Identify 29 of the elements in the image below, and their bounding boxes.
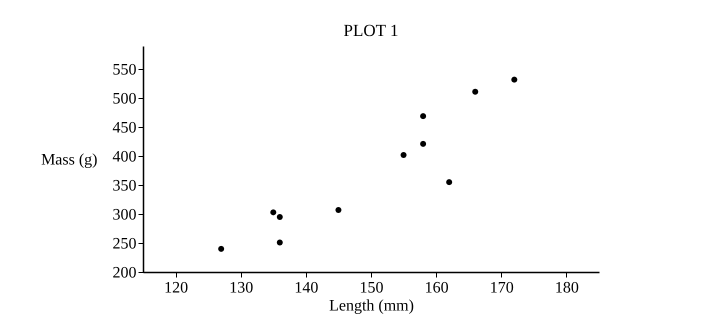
point xyxy=(472,88,478,95)
x-tick-label: 120 xyxy=(164,280,188,296)
x-tick-label: 180 xyxy=(554,280,579,296)
point xyxy=(335,207,342,213)
y-tick-label: 500 xyxy=(112,90,136,108)
point xyxy=(276,214,283,220)
point xyxy=(446,179,452,186)
x-axis-title: Length (mm) xyxy=(329,298,414,314)
y-tick-label: 400 xyxy=(112,148,136,166)
chart-title: PLOT 1 xyxy=(344,21,398,40)
x-tick-label: 170 xyxy=(490,280,514,296)
x-tick-label: 150 xyxy=(360,280,384,296)
point xyxy=(420,140,426,147)
point xyxy=(276,239,283,246)
y-tick-label: 350 xyxy=(112,178,136,195)
x-tick-label: 160 xyxy=(424,280,449,296)
y-tick-label: 300 xyxy=(112,206,136,224)
y-tick-label: 550 xyxy=(112,62,136,79)
point xyxy=(420,113,426,120)
y-tick-label: 250 xyxy=(112,236,136,253)
y-axis-title: Mass (g) xyxy=(41,152,98,168)
point xyxy=(270,209,276,216)
point xyxy=(218,246,224,252)
point xyxy=(511,76,518,83)
x-tick-label: 130 xyxy=(229,280,254,296)
y-tick-label: 450 xyxy=(112,120,136,137)
y-tick-label: 200 xyxy=(112,264,136,282)
point xyxy=(400,152,407,158)
x-tick-label: 140 xyxy=(294,280,318,296)
